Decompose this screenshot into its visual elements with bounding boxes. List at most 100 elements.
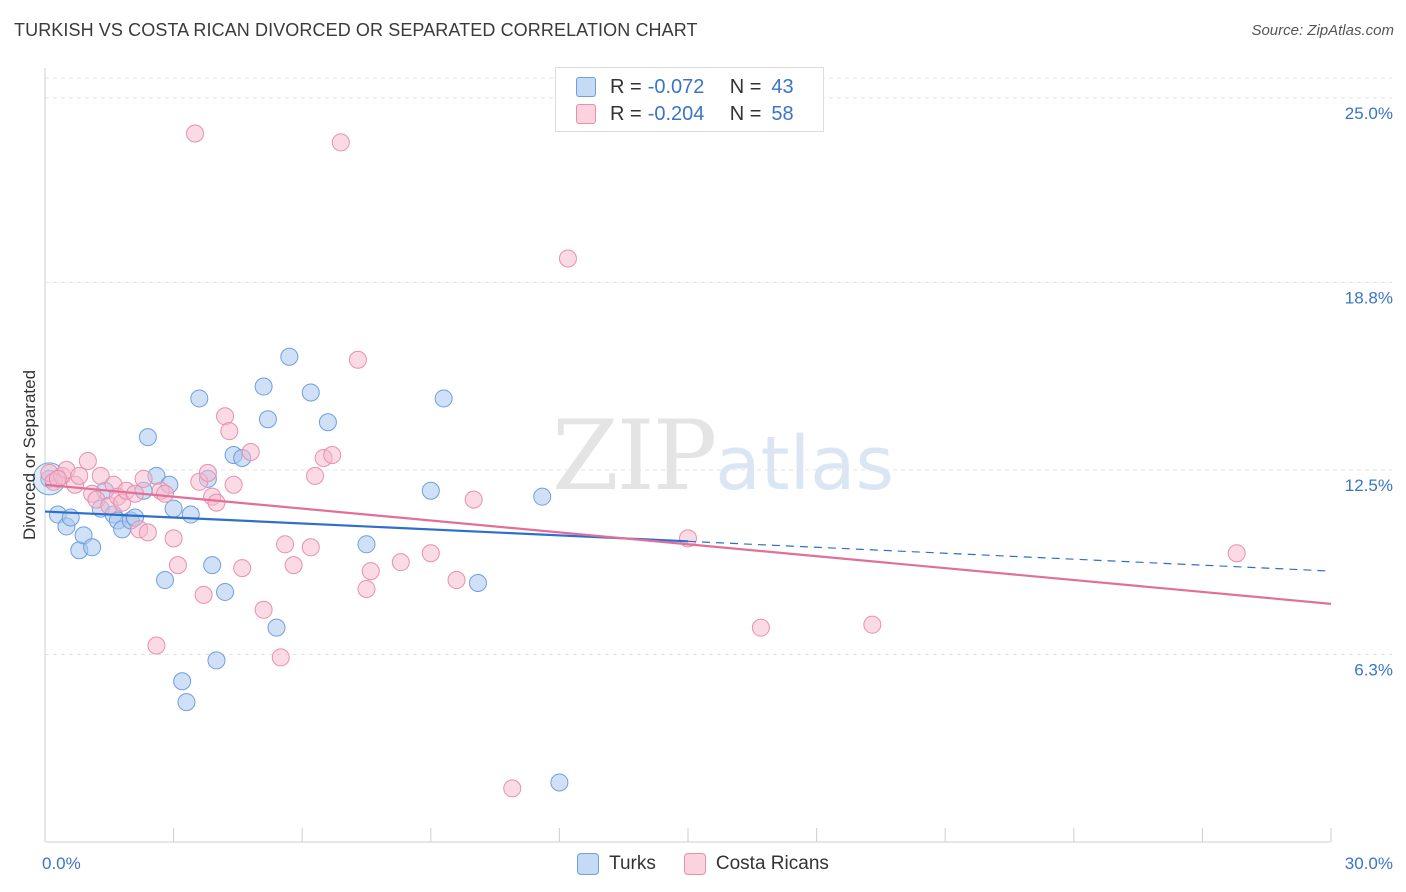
point-turks (207, 651, 226, 670)
legend-row-costa-ricans: R = -0.204 N = 58 (576, 101, 794, 127)
point-turks (138, 428, 157, 447)
y-tick-label: 12.5% (1345, 476, 1393, 495)
trend-line-turks (44, 510, 689, 543)
point-turks (203, 556, 222, 575)
point-costa-ricans (357, 579, 376, 598)
point-costa-ricans (91, 466, 110, 485)
point-costa-ricans (503, 779, 522, 798)
point-costa-ricans (207, 493, 226, 512)
point-turks (550, 773, 569, 792)
series-costa-ricans-points (40, 124, 1246, 798)
point-costa-ricans (301, 538, 320, 557)
point-turks (216, 582, 235, 601)
source-credit: Source: ZipAtlas.com (1251, 22, 1394, 39)
point-turks (164, 499, 183, 518)
point-costa-ricans (216, 407, 235, 426)
point-costa-ricans (254, 600, 273, 619)
x-tick-label: 30.0% (1345, 854, 1393, 873)
point-costa-ricans (464, 490, 483, 509)
point-turks (533, 487, 552, 506)
y-tick-label: 25.0% (1345, 104, 1393, 123)
legend-n-value: 58 (771, 102, 794, 125)
legend-r-value: -0.204 (647, 102, 705, 125)
point-costa-ricans (421, 544, 440, 563)
point-costa-ricans (306, 466, 325, 485)
point-costa-ricans (679, 529, 697, 548)
y-tick-label: 18.8% (1345, 288, 1393, 307)
point-costa-ricans (751, 618, 770, 637)
point-turks (468, 574, 487, 593)
point-turks (280, 347, 299, 366)
point-costa-ricans (168, 556, 187, 575)
point-turks (258, 410, 277, 429)
trend-line-costa-ricans (44, 483, 1332, 605)
y-tick-label: 6.3% (1354, 660, 1393, 679)
trend-line-turks-extension (687, 540, 1332, 572)
point-turks (173, 672, 192, 691)
point-turks (318, 413, 337, 432)
point-costa-ricans (284, 556, 303, 575)
legend-n-label: N = (729, 75, 762, 98)
point-costa-ricans (220, 422, 239, 441)
point-costa-ricans (156, 484, 175, 503)
legend-r-value: -0.072 (647, 75, 705, 98)
point-turks (177, 693, 196, 712)
trend-lines (44, 483, 1332, 605)
chart-title: TURKISH VS COSTA RICAN DIVORCED OR SEPAR… (14, 20, 698, 40)
point-costa-ricans (164, 529, 183, 548)
legend-row-turks: R = -0.072 N = 43 (576, 74, 794, 100)
legend-label-turks: Turks (609, 853, 656, 874)
point-costa-ricans (147, 636, 166, 655)
point-costa-ricans (863, 615, 882, 634)
point-turks (156, 571, 175, 590)
point-turks (181, 505, 200, 524)
point-costa-ricans (194, 585, 213, 604)
point-costa-ricans (361, 562, 380, 581)
point-costa-ricans (78, 451, 97, 470)
legend-swatch-turks (576, 77, 596, 97)
correlation-legend: R = -0.072 N = 43 R = -0.204 N = 58 (555, 67, 824, 132)
point-costa-ricans (186, 124, 205, 143)
legend-n-label: N = (729, 102, 762, 125)
y-axis-label: Divorced or Separated (20, 370, 39, 540)
point-costa-ricans (558, 249, 577, 268)
point-costa-ricans (331, 133, 350, 152)
point-costa-ricans (70, 466, 89, 485)
point-turks (434, 389, 453, 408)
watermark-atlas: atlas (715, 421, 895, 507)
point-turks (357, 535, 376, 554)
legend-swatch-turks (577, 853, 600, 875)
legend-r-label: R = (610, 75, 642, 98)
zipatlas-watermark: ZIPatlas (552, 400, 894, 512)
legend-item-costa-ricans: Costa Ricans (683, 853, 829, 875)
legend-n-value: 43 (771, 75, 794, 98)
legend-swatch-costa-ricans (683, 853, 706, 875)
point-costa-ricans (447, 571, 466, 590)
point-costa-ricans (1227, 544, 1246, 563)
point-turks (267, 618, 286, 637)
point-costa-ricans (276, 535, 295, 554)
point-costa-ricans (48, 469, 67, 488)
point-costa-ricans (323, 446, 342, 464)
point-turks (421, 481, 440, 500)
x-tick-label: 0.0% (42, 854, 81, 873)
point-costa-ricans (134, 469, 153, 488)
point-costa-ricans (391, 553, 410, 572)
legend-swatch-costa-ricans (576, 104, 596, 124)
legend-r-label: R = (610, 102, 642, 125)
legend-item-turks: Turks (577, 853, 656, 875)
series-legend: Turks Costa Ricans (0, 851, 1406, 877)
point-costa-ricans (138, 523, 157, 542)
point-costa-ricans (233, 559, 252, 578)
point-costa-ricans (348, 350, 367, 369)
point-turks (190, 389, 209, 408)
watermark-zip: ZIP (552, 400, 717, 512)
point-costa-ricans (271, 648, 290, 667)
point-costa-ricans (198, 463, 217, 482)
point-turks (301, 383, 320, 402)
axes (44, 68, 1332, 843)
point-costa-ricans (224, 475, 243, 494)
point-costa-ricans (241, 443, 260, 462)
legend-label-costa-ricans: Costa Ricans (715, 853, 829, 874)
